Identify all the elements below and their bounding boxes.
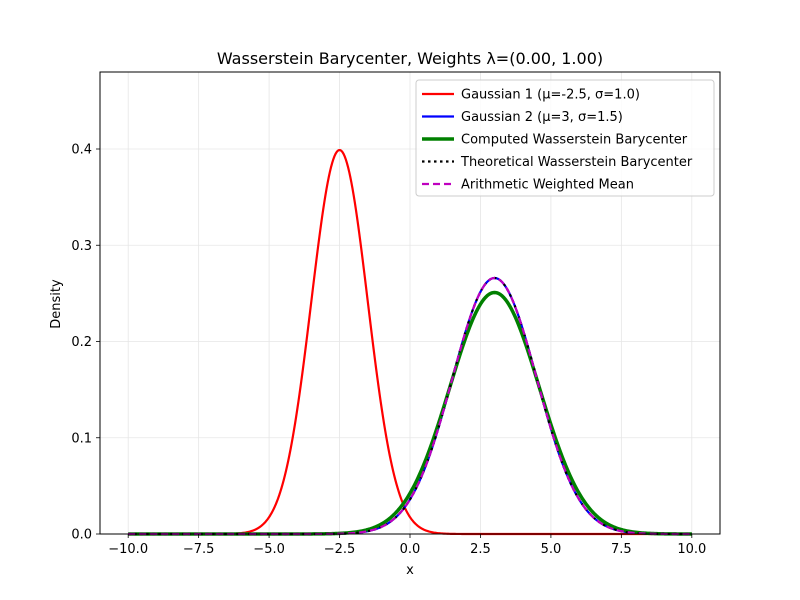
x-tick-label: 10.0 <box>677 542 706 557</box>
x-axis: −10.0 −7.5 −5.0 −2.5 0.0 2.5 5.0 7.5 10.0 <box>108 534 706 557</box>
legend-box <box>415 79 715 197</box>
x-tick-label: 2.5 <box>470 542 491 557</box>
legend-label: Computed Wasserstein Barycenter <box>461 133 688 148</box>
legend-label: Gaussian 2 (μ=3, σ=1.5) <box>461 110 623 125</box>
chart-title: Wasserstein Barycenter, Weights λ=(0.00,… <box>217 49 603 68</box>
legend: Gaussian 1 (μ=-2.5, σ=1.0) Gaussian 2 (μ=… <box>415 79 715 197</box>
series-line-4 <box>128 276 692 536</box>
y-tick-label: 0.0 <box>71 528 92 543</box>
y-tick-label: 0.1 <box>71 431 92 446</box>
x-axis-label: x <box>406 563 414 578</box>
x-tick-label: −7.5 <box>183 542 215 557</box>
y-tick-label: 0.3 <box>71 239 92 254</box>
legend-label: Theoretical Wasserstein Barycenter <box>460 155 693 170</box>
x-tick-label: 5.0 <box>541 542 562 557</box>
y-axis: 0.0 0.1 0.2 0.3 0.4 <box>71 143 100 543</box>
x-tick-label: 0.0 <box>400 542 421 557</box>
x-tick-label: −10.0 <box>108 542 148 557</box>
x-tick-label: 7.5 <box>611 542 632 557</box>
y-tick-label: 0.2 <box>71 335 92 350</box>
y-tick-label: 0.4 <box>71 143 92 158</box>
y-axis-label: Density <box>49 279 64 329</box>
legend-label: Arithmetic Weighted Mean <box>461 178 634 193</box>
legend-label: Gaussian 1 (μ=-2.5, σ=1.0) <box>461 88 640 103</box>
x-tick-label: −2.5 <box>324 542 356 557</box>
x-tick-label: −5.0 <box>253 542 285 557</box>
